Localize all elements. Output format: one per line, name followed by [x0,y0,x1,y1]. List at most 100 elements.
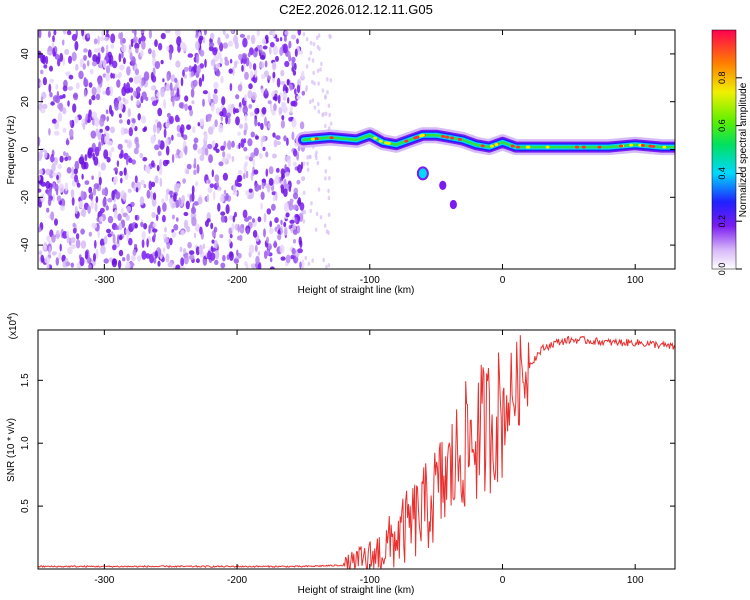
noise-blob [49,78,54,84]
noise-blob [44,149,48,159]
noise-blob [272,61,277,70]
noise-blob [217,37,221,46]
noise-blob [260,202,263,210]
noise-blob [304,255,308,261]
noise-blob [157,139,161,146]
noise-blob [91,175,94,180]
noise-blob [114,101,120,111]
noise-blob [126,66,131,76]
noise-blob [113,209,118,219]
noise-blob [237,170,243,175]
noise-blob [70,262,75,268]
noise-blob [274,175,280,185]
noise-blob [285,171,290,177]
noise-blob [180,257,185,267]
noise-blob [239,234,243,242]
noise-blob [86,60,90,67]
noise-blob [157,260,161,267]
noise-blob [80,240,87,249]
noise-blob [193,169,197,176]
noise-blob [66,137,69,146]
noise-blob [297,30,302,36]
noise-blob [195,54,200,64]
noise-blob [207,179,211,184]
noise-blob [328,176,331,181]
noise-blob [71,33,78,42]
noise-blob [154,144,160,151]
noise-blob [242,37,248,48]
noise-blob [229,251,234,261]
noise-blob [250,263,257,269]
noise-blob [225,115,229,125]
noise-blob [96,85,101,95]
signal-hotspot [494,143,499,146]
noise-blob [94,239,97,249]
noise-blob [317,187,321,192]
noise-blob [261,178,266,183]
noise-blob [154,61,161,69]
noise-blob [130,255,136,262]
noise-blob [256,108,260,114]
noise-blob [78,156,85,165]
noise-blob [65,261,71,267]
noise-blob [301,176,306,182]
noise-blob [288,40,292,49]
noise-blob [173,224,179,231]
noise-blob [190,71,195,78]
noise-blob [49,91,53,98]
noise-blob [277,229,281,235]
noise-blob [99,36,105,42]
x-tick-label: -200 [227,275,247,286]
noise-blob [260,88,265,94]
signal-hotspot [419,134,423,138]
noise-blob [217,51,222,59]
noise-blob [140,35,146,43]
noise-blob [319,67,322,72]
noise-blob [267,100,272,105]
noise-blob [204,147,209,156]
noise-blob [100,46,105,53]
noise-blob [90,191,94,201]
signal-hotspot [640,143,645,147]
noise-blob [80,190,85,201]
noise-blob [237,223,240,233]
noise-blob [125,228,130,235]
noise-blob [235,116,240,126]
noise-blob [269,257,273,263]
noise-blob [208,154,214,164]
noise-blob [100,245,106,255]
noise-blob [93,48,99,53]
snr-scale-base: (x10 [8,319,19,339]
noise-blob [198,77,203,87]
noise-blob [106,116,109,122]
noise-blob [309,50,313,56]
noise-blob [178,102,184,109]
colorbar-tick-label: 0.6 [717,119,727,132]
noise-blob [97,75,102,85]
noise-blob [120,191,124,196]
noise-blob [67,246,73,255]
noise-blob [227,140,232,150]
spectrogram-x-ticks: -300 -200 -100 0 100 [94,30,644,286]
signal-hotspot [384,141,389,145]
noise-blob [133,147,139,155]
noise-blob [279,244,285,254]
noise-blob [327,195,331,201]
noise-blob [157,107,163,117]
noise-blob [321,88,325,93]
noise-blob [95,248,99,259]
noise-blob [324,111,328,116]
noise-blob [183,219,189,229]
noise-blob [102,197,107,208]
noise-blob [116,160,120,168]
y-tick-label: -40 [20,237,31,252]
noise-blob [105,125,110,131]
noise-blob [106,228,111,234]
noise-blob [240,138,245,148]
noise-blob [105,65,111,74]
noise-blob [113,176,118,184]
noise-blob [202,98,205,107]
noise-blob [170,74,176,83]
noise-blob [87,49,92,58]
noise-blob [275,167,280,173]
